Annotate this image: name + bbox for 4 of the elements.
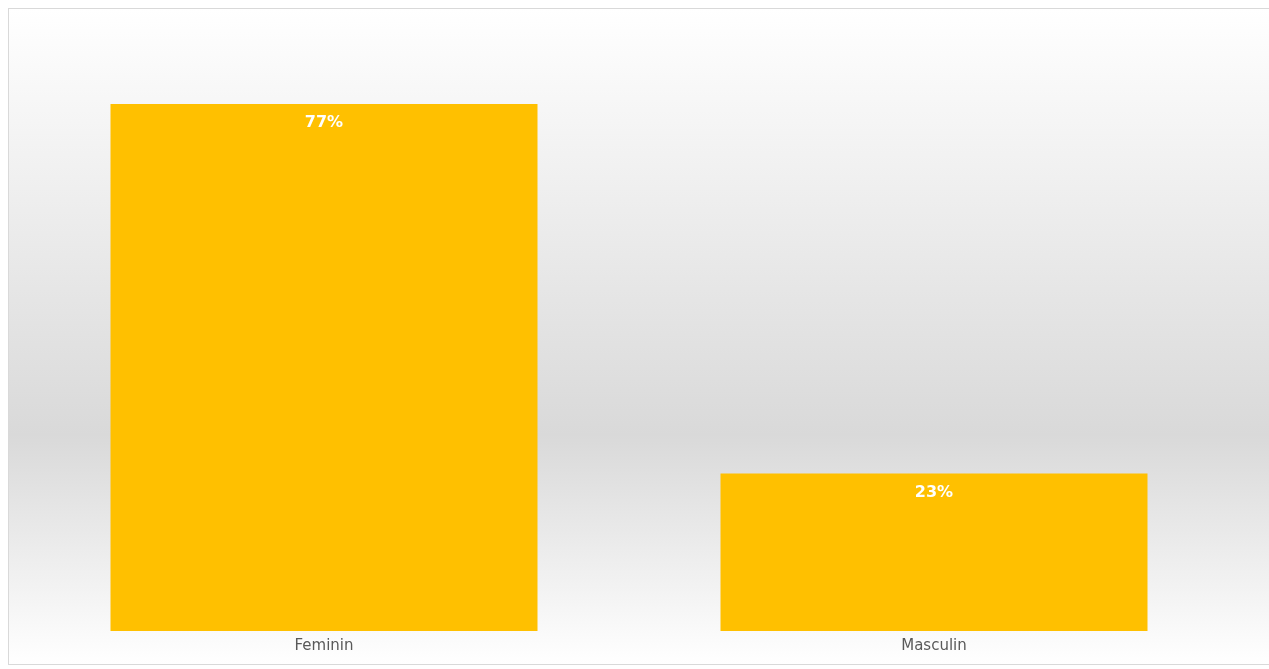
data-label: 23%	[914, 481, 954, 501]
data-label: 77%	[304, 112, 344, 132]
x-tick-label: Feminin	[294, 635, 354, 654]
x-tick-label: Masculin	[901, 635, 967, 654]
